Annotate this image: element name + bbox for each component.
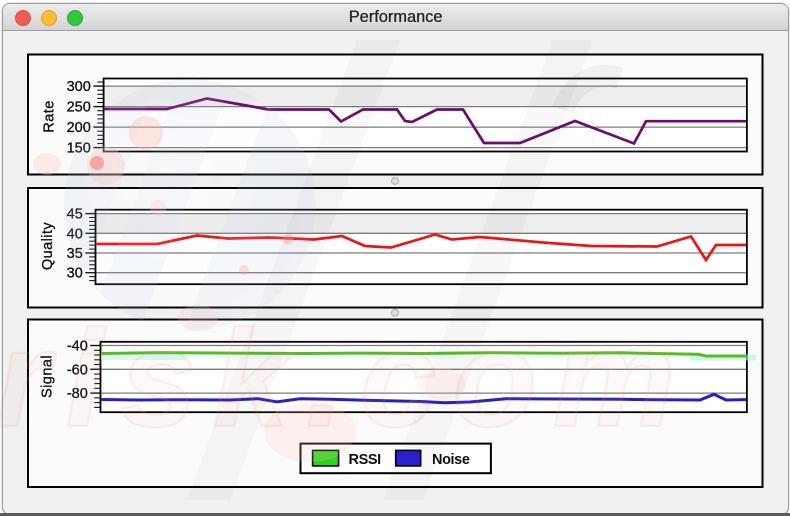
svg-text:Signal: Signal — [40, 355, 56, 398]
svg-text:-40: -40 — [67, 339, 88, 355]
svg-text:30: 30 — [67, 266, 83, 282]
svg-text:RSSI: RSSI — [349, 452, 382, 468]
svg-text:risk.com: risk.com — [0, 302, 692, 456]
svg-text:-80: -80 — [67, 386, 88, 402]
svg-text:300: 300 — [67, 79, 91, 95]
svg-text:Quality: Quality — [40, 222, 56, 271]
svg-text:200: 200 — [67, 120, 91, 136]
svg-text:250: 250 — [67, 100, 91, 116]
svg-text:Rate: Rate — [42, 100, 58, 132]
svg-text:Noise: Noise — [432, 452, 470, 468]
svg-text:-60: -60 — [67, 362, 88, 378]
